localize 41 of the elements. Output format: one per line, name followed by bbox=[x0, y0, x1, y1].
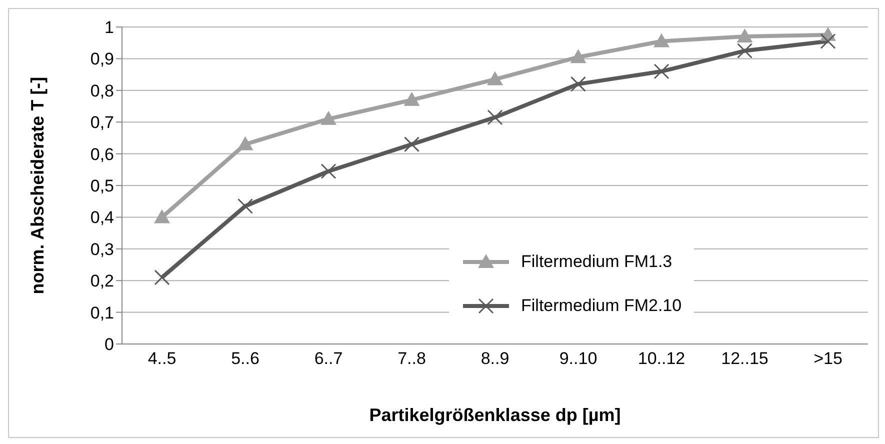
legend-label: Filtermedium FM1.3 bbox=[521, 252, 672, 272]
y-axis-title: norm. Abscheiderate T [-] bbox=[27, 76, 48, 294]
point bbox=[654, 33, 670, 48]
point bbox=[737, 43, 752, 59]
legend-label: Filtermedium FM2.10 bbox=[521, 296, 682, 316]
point bbox=[570, 49, 586, 64]
y-tick-label: 0,2 bbox=[90, 272, 114, 291]
x-tick-label: >15 bbox=[814, 349, 842, 368]
y-tick-label: 0,4 bbox=[90, 208, 114, 228]
x-tick-label: 6..7 bbox=[314, 349, 343, 368]
y-tick-label: 0,1 bbox=[90, 303, 114, 322]
point bbox=[237, 136, 254, 150]
x-tick-label: 4..5 bbox=[148, 349, 176, 368]
x-tick-label: 7..8 bbox=[398, 349, 426, 368]
x-axis-title: Partikelgrößenklasse dp [µm] bbox=[369, 405, 621, 425]
point bbox=[820, 34, 836, 50]
point bbox=[736, 28, 753, 43]
point bbox=[154, 209, 170, 224]
point bbox=[320, 163, 336, 179]
point bbox=[487, 71, 503, 86]
y-tick-label: 0,7 bbox=[90, 113, 114, 132]
x-tick-label: 9..10 bbox=[559, 349, 598, 368]
y-tick-label: 0 bbox=[104, 335, 114, 354]
point bbox=[154, 270, 170, 286]
y-tick-label: 0,5 bbox=[90, 176, 114, 196]
x-tick-label: 8..9 bbox=[480, 349, 510, 368]
point bbox=[487, 110, 503, 126]
point bbox=[238, 198, 253, 214]
y-tick-label: 0,6 bbox=[90, 144, 114, 164]
y-tick-label: 0,3 bbox=[90, 240, 114, 259]
y-tick-label: 0,9 bbox=[90, 50, 114, 69]
y-tick-label: 1 bbox=[104, 18, 114, 38]
x-tick-label: 12..15 bbox=[721, 349, 768, 368]
point bbox=[570, 76, 586, 92]
x-tick-label: 5..6 bbox=[231, 349, 260, 368]
point bbox=[404, 92, 420, 106]
point bbox=[320, 110, 336, 125]
point bbox=[404, 136, 420, 152]
y-tick-label: 0,8 bbox=[90, 81, 114, 100]
point bbox=[654, 64, 670, 80]
x-tick-label: 10..12 bbox=[638, 349, 686, 368]
